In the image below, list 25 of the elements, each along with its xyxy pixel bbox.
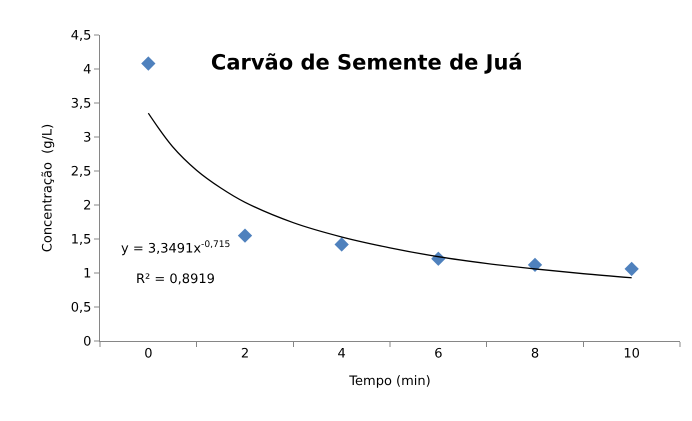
y-tick-label: 1,5	[70, 232, 92, 248]
point	[238, 228, 252, 243]
y-tick-label: 4,5	[70, 28, 92, 44]
x-tick-label: 6	[434, 346, 442, 362]
x-axis-title: Tempo (min)	[348, 374, 431, 390]
text: Carvão de Semente de Juá	[210, 50, 523, 74]
y-tick-label: 4	[83, 62, 92, 78]
x-tick-label: 0	[144, 346, 152, 362]
y-tick-label: 0	[83, 334, 92, 350]
x-tick-label: 10	[623, 346, 640, 362]
point	[624, 262, 639, 276]
x-tick-label: 4	[338, 346, 346, 362]
annotation: R² = 0,8919	[136, 272, 215, 287]
y-tick-label: 0,5	[70, 300, 92, 316]
point	[141, 56, 156, 71]
y-tick-label: 3	[83, 130, 92, 146]
y-tick-label: 2,5	[70, 164, 92, 180]
y-axis-title: Concentração (g/L)	[40, 124, 56, 252]
x-tick-label: 2	[240, 346, 250, 362]
point	[334, 237, 349, 252]
y-tick-label: 2	[83, 198, 92, 214]
annotation: y = 3,3491x$^{-0,715}$	[121, 240, 230, 256]
x-tick-label: 8	[530, 346, 540, 362]
y-tick-label: 1	[83, 266, 92, 282]
y-tick-label: 3,5	[70, 96, 92, 112]
